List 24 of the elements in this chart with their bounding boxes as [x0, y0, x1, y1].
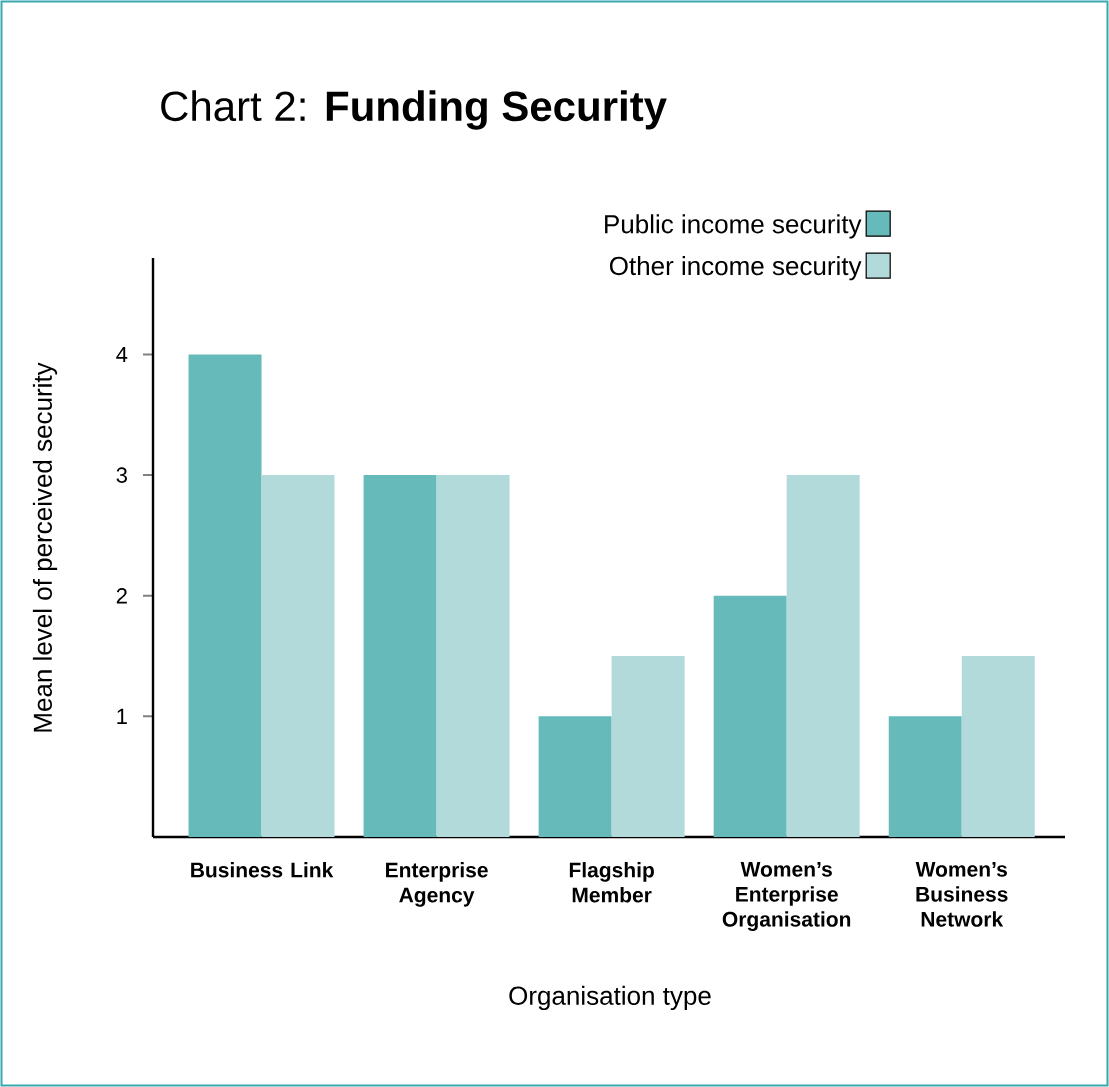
legend-label: Public income security — [605, 214, 862, 239]
chart-title: Chart 2: Funding Security — [161, 90, 667, 130]
bar — [961, 656, 1035, 837]
x-tick-label: Business Link — [191, 862, 334, 878]
bar — [888, 716, 962, 837]
bar — [436, 475, 510, 837]
x-tick-label: Enterprise Agency — [386, 862, 488, 907]
bar — [611, 656, 685, 837]
y-tick-label: 2 — [116, 588, 127, 604]
y-tick-label: 3 — [116, 467, 127, 483]
legend-label: Other income security — [609, 256, 862, 281]
x-tick-label: Flagship Member — [569, 862, 654, 903]
bar — [188, 354, 262, 837]
x-tick-label: Women’s Enterprise Organisation — [722, 862, 851, 931]
x-axis-title: Organisation type — [509, 985, 711, 1011]
x-tick-label: Women’s Business Network — [915, 862, 1008, 927]
y-tick-label: 4 — [116, 346, 128, 363]
bar — [538, 716, 612, 837]
bar — [713, 595, 787, 837]
bar — [786, 475, 860, 837]
bar — [261, 475, 335, 837]
y-axis-title: Mean level of perceived security — [32, 362, 58, 732]
y-tick-label: 1 — [117, 708, 127, 724]
bar — [363, 475, 437, 837]
